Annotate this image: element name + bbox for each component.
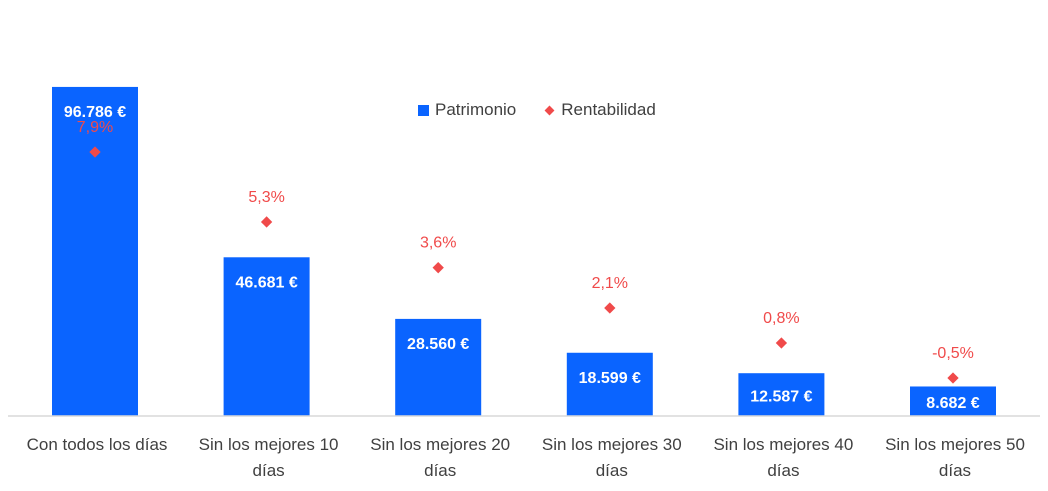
legend-swatch-rentabilidad (544, 105, 555, 115)
x-tick-label-3-1: días (596, 461, 628, 480)
legend-label-patrimonio: Patrimonio (435, 100, 517, 119)
x-tick-label-2-0: Sin los mejores 20 (370, 435, 510, 454)
x-tick-label-3-0: Sin los mejores 30 (542, 435, 682, 454)
bars-layer: 96.786 € 46.681 € 28.560 € 18.599 € 12.587 €… (52, 86, 996, 416)
bar-0 (52, 86, 138, 416)
x-axis-labels: Con todos los días Sin los mejores 10 días… (27, 435, 1025, 480)
markers-layer: 7,9% 5,3% 3,6% 2,1% 0,8% -0,5% (77, 119, 974, 384)
bar-1 (223, 257, 310, 416)
x-tick-label-4-0: Sin los mejores 40 (713, 435, 853, 454)
x-tick-label-2-1: días (424, 461, 456, 480)
marker-value-label-0: 7,9% (77, 119, 113, 136)
marker-3 (604, 302, 616, 314)
marker-2 (432, 262, 444, 274)
legend-swatch-patrimonio (418, 104, 429, 116)
legend-item-rentabilidad: Rentabilidad (544, 100, 656, 120)
bar-3 (566, 352, 653, 416)
bar-5 (910, 386, 996, 416)
legend-item-patrimonio: Patrimonio (418, 100, 516, 120)
marker-4 (775, 337, 788, 349)
bar-value-label-0: 96.786 € (64, 104, 126, 121)
bar-value-label-2: 28.560 € (407, 336, 469, 353)
bar-value-label-1: 46.681 € (235, 274, 297, 291)
x-tick-label-5-0: Sin los mejores 50 (885, 435, 1025, 454)
marker-value-label-4: 0,8% (763, 310, 799, 327)
bar-4 (738, 373, 825, 416)
bar-value-label-4: 12.587 € (750, 389, 812, 406)
x-tick-label-5-1: días (939, 461, 971, 480)
marker-value-label-5: -0,5% (932, 345, 974, 362)
bar-value-label-5: 8.682 € (926, 395, 979, 412)
x-tick-label-4-1: días (767, 461, 799, 480)
marker-value-label-1: 5,3% (248, 189, 284, 206)
marker-value-label-3: 2,1% (592, 275, 628, 292)
bar-2 (395, 318, 482, 416)
legend: Patrimonio Rentabilidad (418, 100, 656, 120)
x-tick-label-0-0: Con todos los días (27, 435, 168, 454)
legend-label-rentabilidad: Rentabilidad (561, 100, 656, 119)
marker-value-label-2: 3,6% (420, 235, 456, 252)
x-tick-label-1-0: Sin los mejores 10 (199, 435, 339, 454)
marker-5 (947, 372, 959, 384)
x-tick-label-1-1: días (253, 461, 285, 480)
marker-1 (260, 216, 273, 228)
bar-value-label-3: 18.599 € (579, 370, 641, 387)
